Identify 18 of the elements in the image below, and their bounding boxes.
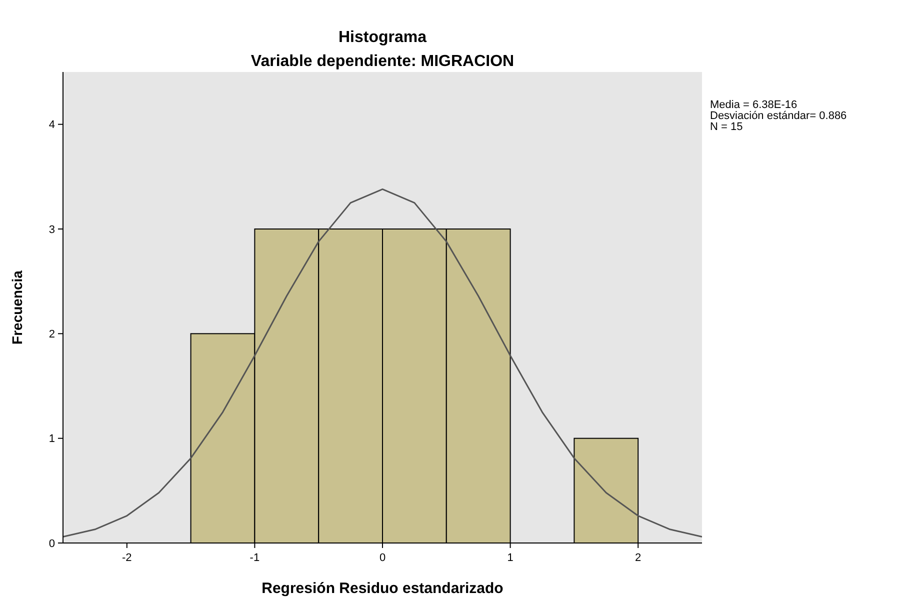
y-axis-title: Frecuencia [9,270,25,344]
y-tick-label: 3 [48,224,55,236]
text: Media = 6.38E-16 [710,99,798,111]
line-series [63,188,702,538]
y-tick-label: 0 [48,538,55,550]
y-tick-label: 4 [48,119,55,132]
text: N = 15 [710,121,743,133]
chart-title: Histograma [338,29,427,46]
x-tick-label: 0 [379,552,386,564]
y-tick-label: 2 [48,328,55,341]
x-tick-label: -1 [250,552,260,564]
x-tick-label: 2 [635,552,642,564]
text: Desviación estándar= 0.886 [710,110,847,122]
x-tick-label: -2 [122,552,132,564]
x-axis-title: Regresión Residuo estandarizado [262,580,504,597]
chart-subtitle: Variable dependiente: MIGRACION [250,53,514,70]
x-tick-label: 1 [507,552,514,564]
y-tick-label: 1 [48,433,55,446]
